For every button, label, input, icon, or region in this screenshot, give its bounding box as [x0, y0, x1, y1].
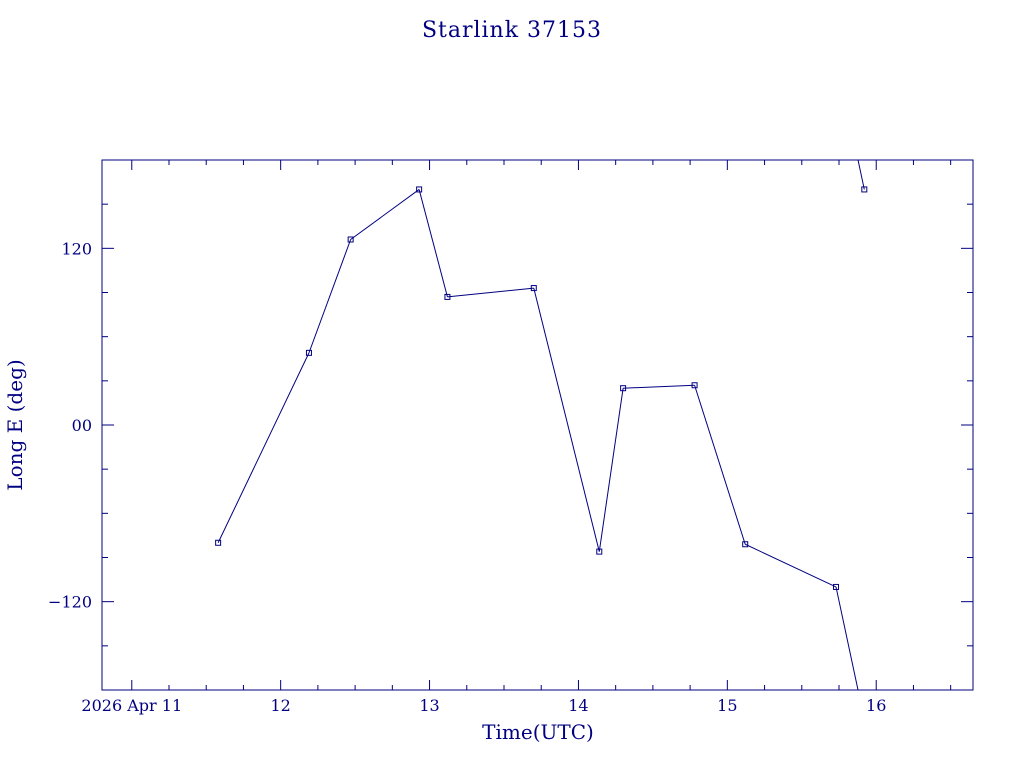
series-segment	[857, 160, 865, 190]
x-tick-label: 14	[568, 696, 588, 715]
x-tick-label: 13	[419, 696, 439, 715]
data-point	[691, 382, 698, 389]
data-point	[620, 385, 627, 392]
data-point	[416, 186, 423, 193]
x-axis-label: Time(UTC)	[482, 720, 594, 744]
x-tick-label: 15	[717, 696, 737, 715]
series-segment	[623, 384, 695, 389]
y-tick-label: 120	[61, 239, 92, 258]
series-segment	[598, 388, 624, 552]
chart-title: Starlink 37153	[422, 18, 602, 43]
series-segment	[350, 189, 420, 240]
series-segment	[694, 385, 746, 545]
y-tick-label: 00	[72, 416, 92, 435]
x-tick-labels: 2026 Apr 11 12 13 14 15 16	[81, 696, 886, 715]
data-point	[861, 186, 868, 193]
series-segment	[418, 189, 448, 298]
data-point	[215, 539, 222, 546]
series-segment	[835, 586, 859, 690]
data-point	[596, 548, 603, 555]
plot-frame	[101, 159, 974, 691]
x-tick-label: 16	[866, 696, 886, 715]
x-tick-label: 12	[270, 696, 290, 715]
axis-ticks	[102, 160, 973, 690]
x-tick-label: 2026 Apr 11	[81, 696, 182, 715]
data-point	[444, 293, 451, 300]
y-tick-label: −120	[48, 593, 92, 612]
series-segment	[308, 239, 352, 354]
series-group	[215, 160, 868, 690]
y-axis-label: Long E (deg)	[3, 359, 27, 490]
data-point	[742, 541, 749, 548]
series-line	[217, 160, 865, 690]
data-point	[833, 583, 840, 590]
data-point	[305, 349, 312, 356]
data-point	[530, 285, 537, 292]
series-segment	[744, 543, 837, 588]
y-tick-labels: 120 00 −120	[48, 239, 92, 611]
series-segment	[447, 287, 534, 298]
data-point	[347, 236, 354, 243]
series-segment	[533, 287, 600, 552]
series-segment	[217, 352, 310, 543]
